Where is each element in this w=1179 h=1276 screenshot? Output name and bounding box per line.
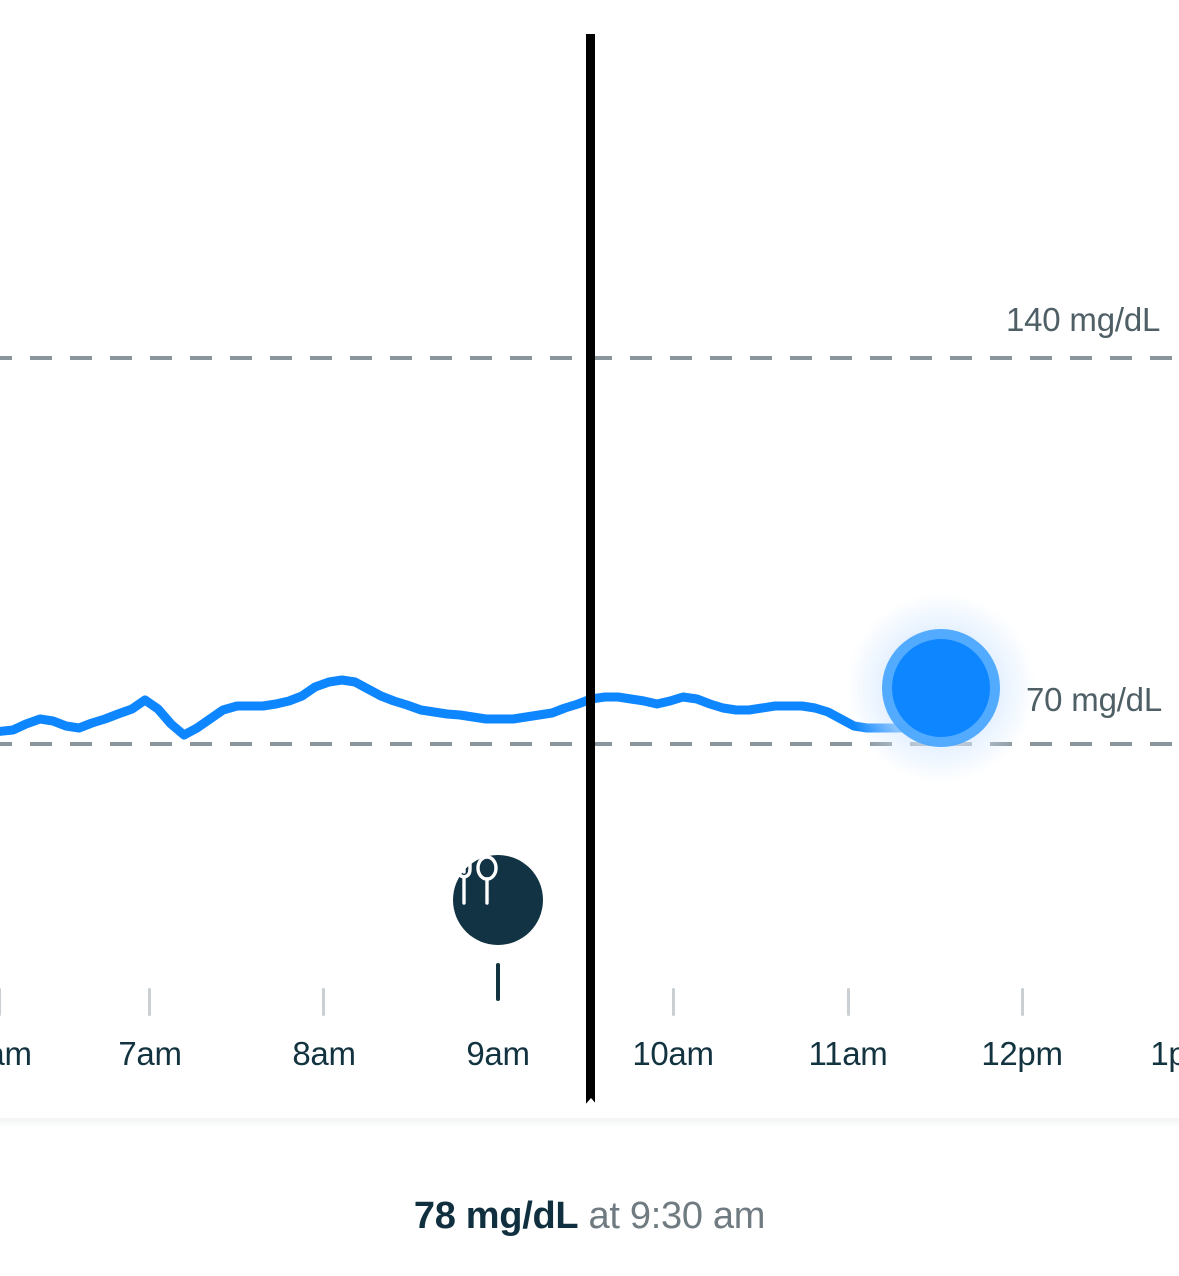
glucose-chart-card[interactable]: 140 mg/dL 70 mg/dL 6am 7am 8am 9am 10am … — [0, 0, 1179, 1130]
highlight-marker-dot — [892, 639, 990, 737]
threshold-label-140: 140 mg/dL — [1006, 301, 1161, 338]
x-label-8am: 8am — [292, 1035, 356, 1072]
x-label-11am: 11am — [808, 1035, 888, 1072]
x-label-1pm: 1pm — [1150, 1035, 1179, 1072]
x-tick-11am — [847, 988, 850, 1016]
x-tick-7am — [148, 988, 151, 1016]
glucose-readout-value: 78 mg/dL — [413, 1194, 579, 1237]
chart-plot-area[interactable]: 140 mg/dL 70 mg/dL 6am 7am 8am 9am 10am … — [0, 0, 1179, 1126]
x-label-6am: 6am — [0, 1035, 32, 1072]
time-cursor-line[interactable] — [586, 34, 595, 1109]
x-tick-10am — [672, 988, 675, 1016]
glucose-line-chart-svg — [0, 356, 1179, 783]
fork-and-spoon-icon — [456, 855, 498, 905]
x-label-7am: 7am — [118, 1035, 182, 1072]
x-tick-12pm — [1021, 988, 1024, 1016]
glucose-readout-time: at 9:30 am — [578, 1194, 766, 1237]
glucose-trace-line — [0, 675, 964, 740]
x-label-9am: 9am — [466, 1035, 530, 1072]
x-tick-9am — [496, 963, 500, 1001]
threshold-label-70: 70 mg/dL — [1026, 681, 1162, 718]
reading-footer: 78 mg/dL at 9:30 am — [0, 1156, 1179, 1276]
glucose-readout: 78 mg/dL at 9:30 am — [413, 1194, 766, 1238]
meal-event-badge[interactable] — [453, 855, 543, 945]
x-label-12pm: 12pm — [981, 1035, 1063, 1072]
x-tick-8am — [322, 988, 325, 1016]
x-label-10am: 10am — [632, 1035, 714, 1072]
x-tick-6am — [0, 988, 1, 1016]
